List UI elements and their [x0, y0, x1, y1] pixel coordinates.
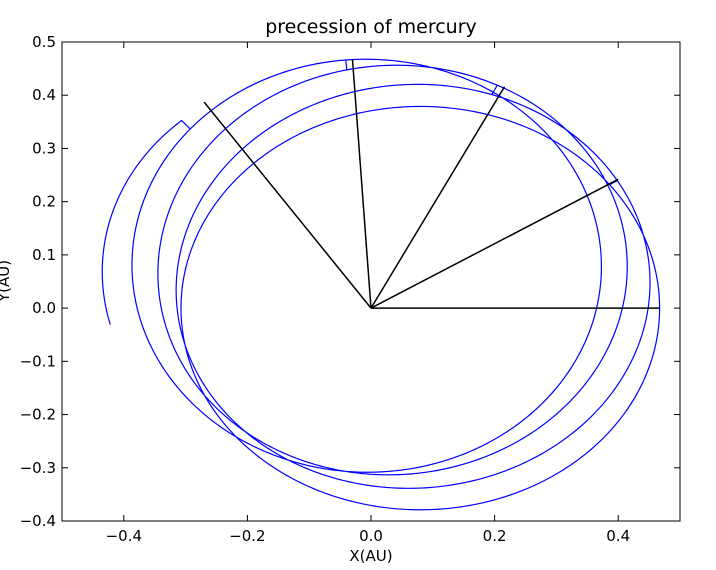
y-tick-label: 0.1	[32, 246, 56, 264]
perihelion-vector-4	[203, 101, 372, 309]
y-tick-label: 0.2	[32, 193, 56, 211]
y-tick-label: −0.3	[20, 459, 56, 477]
x-tick-label: −0.2	[229, 527, 265, 545]
y-tick-label: 0.3	[32, 139, 56, 157]
orbit-line	[101, 58, 661, 511]
x-tick-label: 0.4	[606, 527, 630, 545]
x-axis-label: X(AU)	[349, 547, 392, 565]
y-tick-label: 0.5	[32, 33, 56, 51]
y-tick-label: −0.2	[20, 406, 56, 424]
y-tick-label: −0.4	[20, 512, 56, 530]
x-tick-label: 0.0	[359, 527, 383, 545]
y-axis-label: Y(AU)	[0, 260, 13, 303]
y-tick-label: 0.4	[32, 86, 56, 104]
chart-title: precession of mercury	[265, 16, 477, 38]
y-tick-label: −0.1	[20, 352, 56, 370]
x-tick-label: −0.4	[106, 527, 142, 545]
perihelion-vector-3	[351, 58, 372, 309]
perihelion-vector-2	[370, 86, 506, 309]
series-layer	[101, 58, 661, 511]
x-tick-label: 0.2	[483, 527, 507, 545]
y-tick-label: 0.0	[32, 299, 56, 317]
ticks-layer: −0.4 −0.2 0.0 0.2 0.4 −0.4 −0.3 −0.2 −0.1 0.0 0.1 0…	[20, 33, 680, 545]
plot-frame	[61, 41, 681, 522]
perihelion-vector-1	[370, 178, 619, 309]
